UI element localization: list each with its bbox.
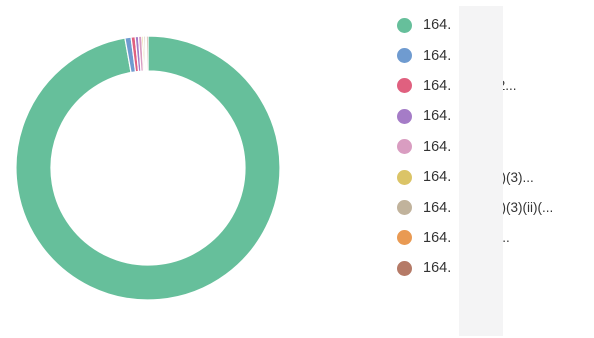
legend-label: 164. — [423, 138, 452, 155]
legend-swatch — [397, 260, 412, 276]
legend-label-suffix: a)(3)... — [494, 169, 534, 185]
legend-label: 164. — [423, 17, 452, 34]
donut-slice-1[interactable] — [15, 35, 281, 301]
legend-label: 164. — [423, 229, 452, 246]
donut-slice-9[interactable] — [145, 35, 149, 72]
legend-item[interactable]: 164. — [397, 10, 592, 40]
redaction-overlay — [459, 6, 503, 336]
legend-label: 164. — [423, 77, 452, 94]
legend-item[interactable]: 164. a)(3)(ii)(... — [397, 192, 592, 222]
legend-swatch — [397, 200, 412, 216]
donut-chart — [15, 35, 281, 301]
legend-label: 164. — [423, 108, 452, 125]
legend-item[interactable]: 164. — [397, 132, 592, 162]
legend-label: 164. — [423, 199, 452, 216]
legend-swatch — [397, 169, 412, 185]
legend-label-suffix: a)(3)(ii)(... — [494, 200, 554, 216]
legend-item[interactable]: 164. — [397, 40, 592, 70]
legend-item[interactable]: 164. — [397, 253, 592, 283]
legend-item[interactable]: 164. — [397, 101, 592, 131]
legend-swatch — [397, 108, 412, 124]
legend-label: 164. — [423, 47, 452, 64]
legend-swatch — [397, 78, 412, 94]
legend-swatch — [397, 230, 412, 246]
legend-swatch — [397, 139, 412, 155]
legend-swatch — [397, 48, 412, 64]
legend-label: 164. — [423, 169, 452, 186]
legend-swatch — [397, 17, 412, 33]
legend-label: 164. — [423, 260, 452, 277]
legend-item[interactable]: 164. a)(3)... — [397, 162, 592, 192]
